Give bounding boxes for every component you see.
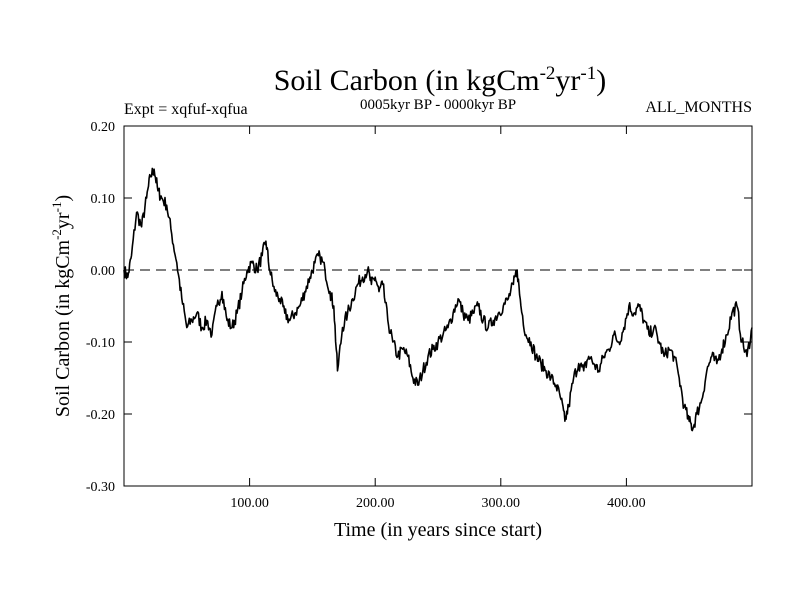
y-tick-label: -0.30 <box>86 480 115 495</box>
x-tick-label: 400.00 <box>607 496 646 511</box>
y-tick-label: 0.10 <box>91 192 116 207</box>
chart-title: Soil Carbon (in kgCm-2yr-1) <box>274 63 607 97</box>
experiment-label: Expt = xqfuf-xqfua <box>124 101 248 118</box>
period-label: 0005kyr BP - 0000kyr BP <box>360 97 516 113</box>
y-tick-label: 0.20 <box>91 120 116 135</box>
y-tick-label: -0.20 <box>86 408 115 423</box>
x-tick-label: 300.00 <box>482 496 521 511</box>
y-axis-label: Soil Carbon (in kgCm-2yr-1) <box>49 195 74 417</box>
months-label: ALL_MONTHS <box>645 99 752 116</box>
y-tick-label: 0.00 <box>91 264 116 279</box>
x-tick-label: 200.00 <box>356 496 395 511</box>
soil-carbon-series-line <box>123 167 753 432</box>
plot-frame <box>123 125 753 487</box>
y-tick-label: -0.10 <box>86 336 115 351</box>
x-tick-label: 100.00 <box>230 496 269 511</box>
y-axis-ticks: 0.20 0.10 0.00 -0.10 -0.20 -0.30 <box>86 120 752 495</box>
x-axis-ticks: 100.00 200.00 300.00 400.00 <box>230 126 646 511</box>
x-axis-label: Time (in years since start) <box>334 519 542 541</box>
